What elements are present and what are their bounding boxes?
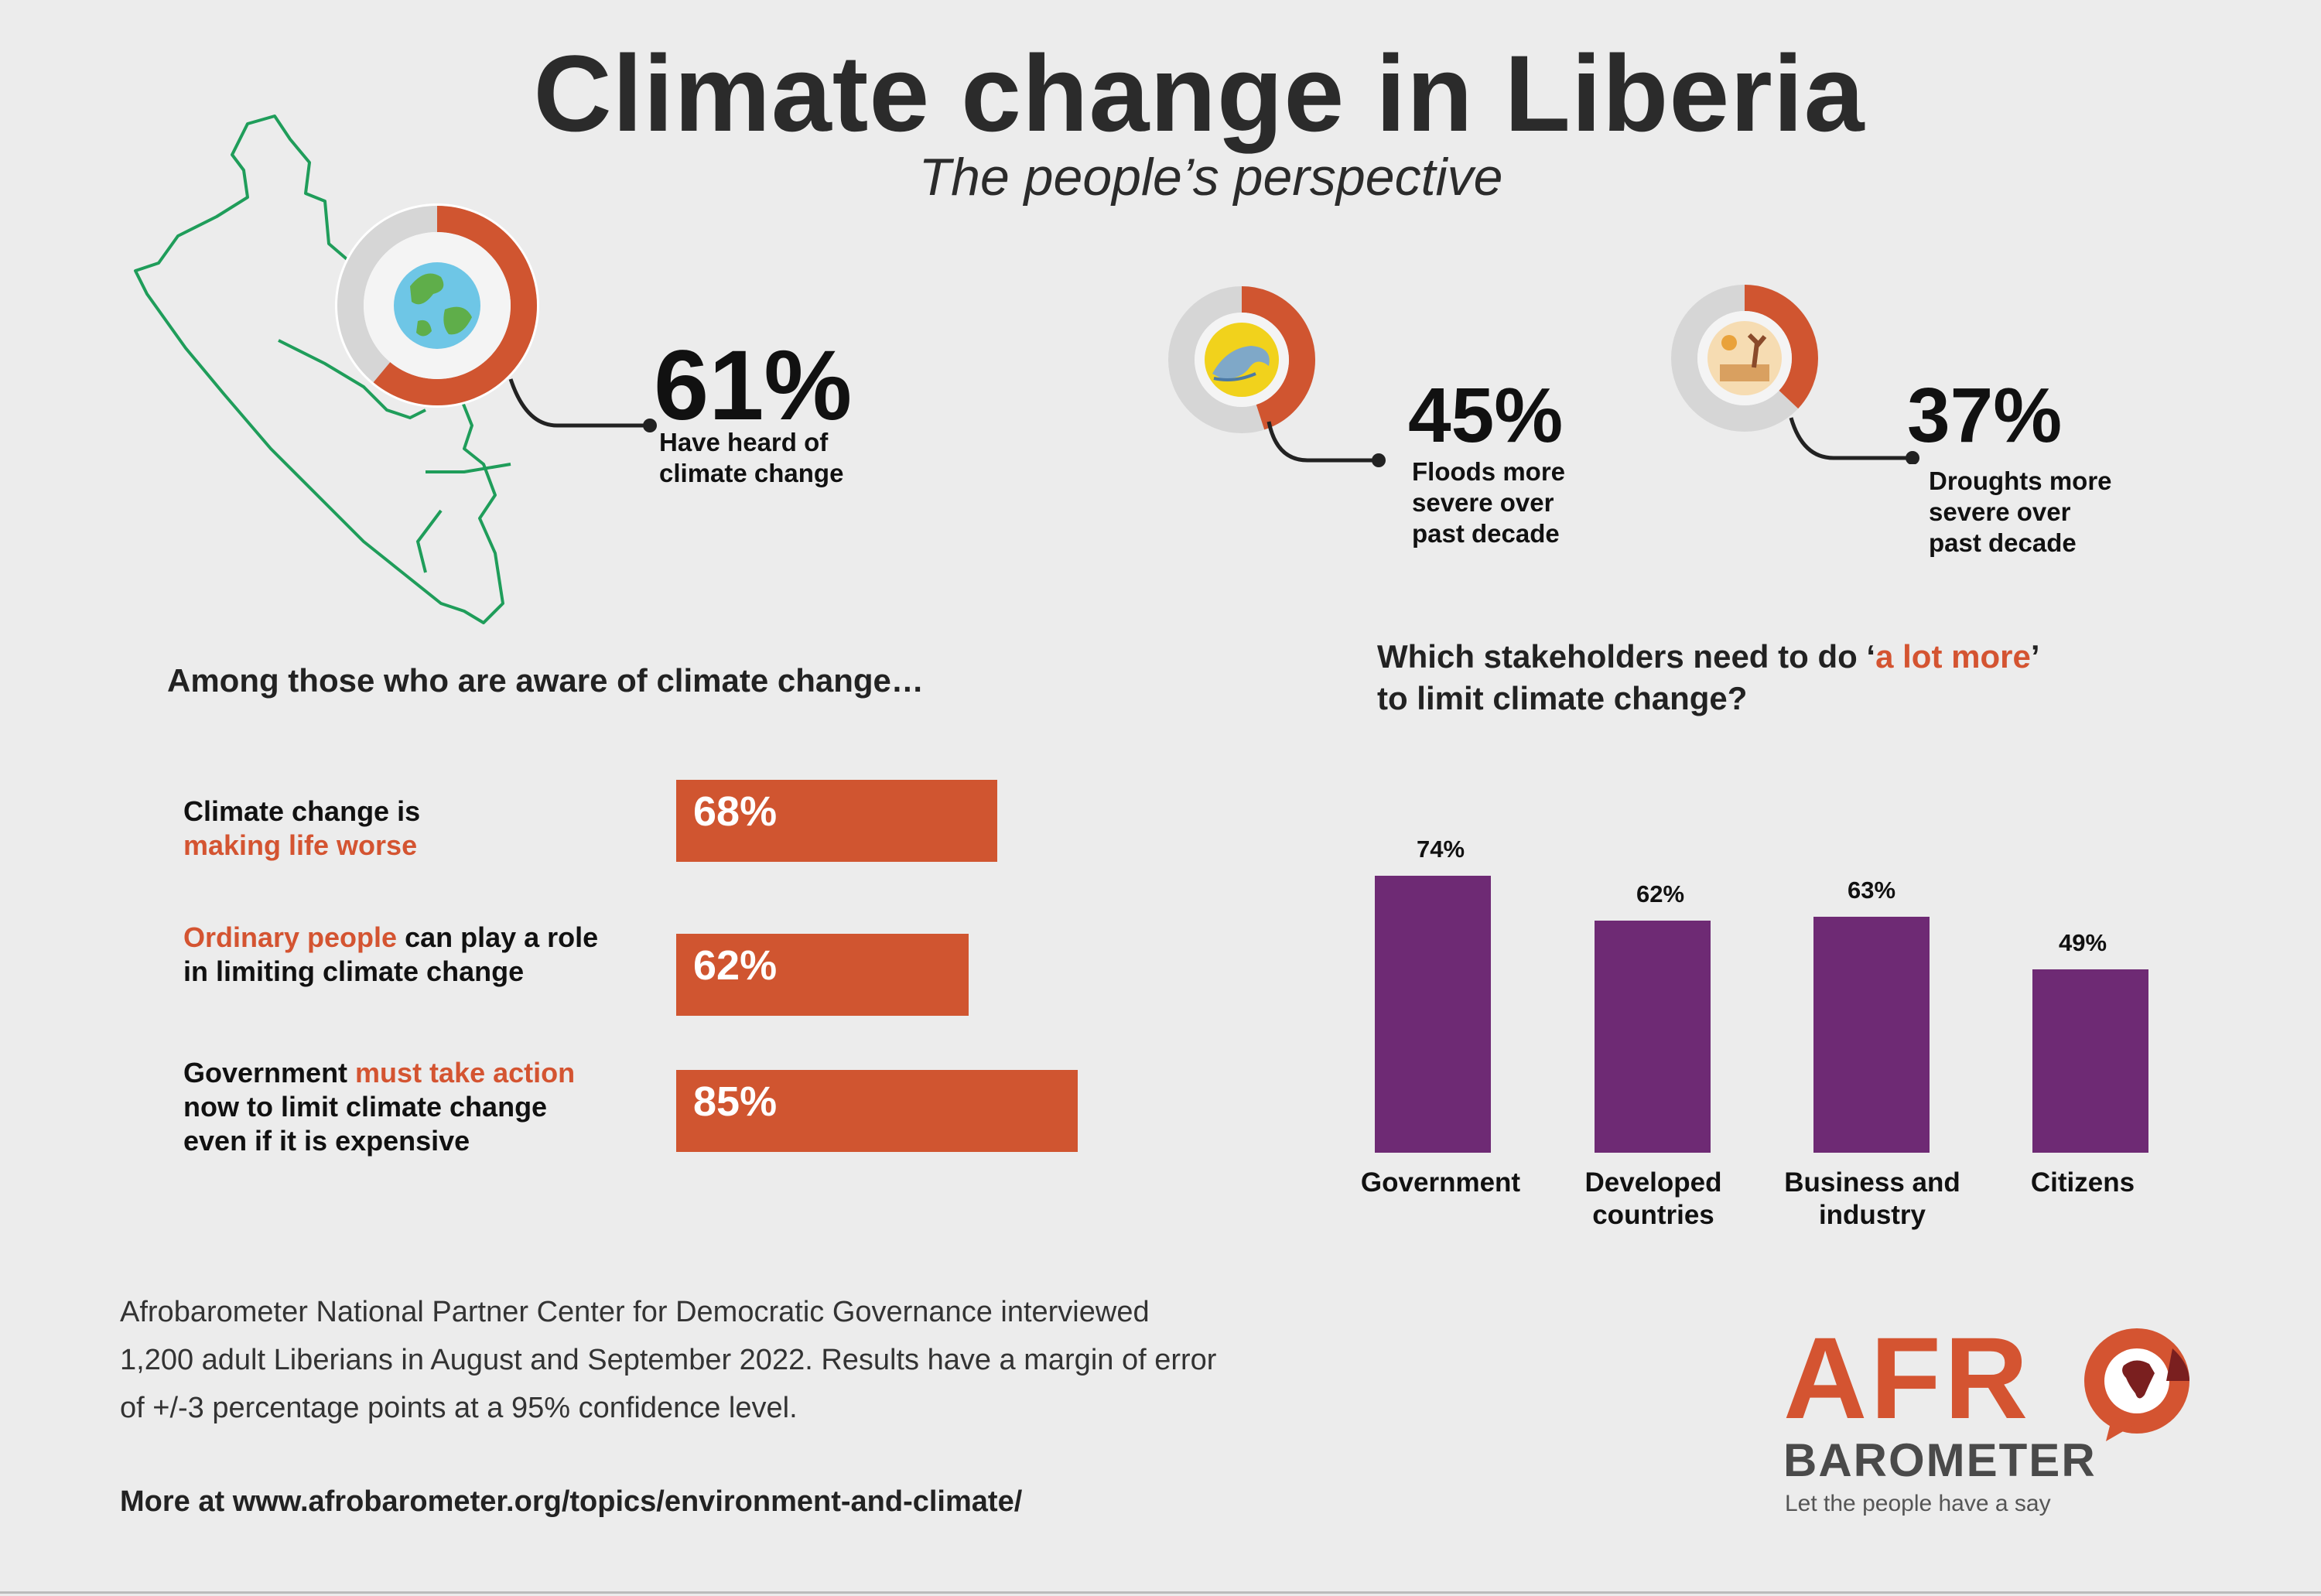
drought-icon [1707, 321, 1782, 395]
aware-bar-value: 85% [693, 1078, 778, 1125]
droughts-caption: Droughts more severe over past decade [1929, 466, 2112, 557]
aware-label-2: Ordinary people can play a role in limit… [183, 921, 599, 987]
africa-speech-bubble-icon [2084, 1328, 2189, 1441]
bottom-divider [0, 1591, 2321, 1594]
aware-bar-making-life-worse: 68% [676, 780, 997, 862]
aware-bar-ordinary-people: 62% [676, 934, 969, 1016]
stakeholder-label-developed-countries: Developed countries [1584, 1167, 1722, 1230]
stakeholder-value-developed-countries: 62% [1636, 880, 1685, 907]
stakeholder-bar-government [1375, 875, 1491, 1153]
wave-icon [1205, 323, 1279, 397]
stakeholder-label-citizens: Citizens [2030, 1167, 2135, 1198]
aware-bar-value: 68% [693, 788, 778, 835]
logo-word-afro: AFR [1783, 1313, 2032, 1443]
aware-label-1: Climate change is making life worse [183, 795, 421, 861]
globe-icon [394, 262, 480, 349]
page-title: Climate change in Liberia [533, 32, 1865, 154]
droughts-donut [1671, 285, 1818, 432]
stakeholder-value-government: 74% [1416, 835, 1465, 863]
stakeholder-label-business-industry: Business and industry [1784, 1167, 1960, 1230]
droughts-connector [1789, 417, 1919, 464]
stakeholder-bar-citizens [2032, 969, 2148, 1153]
aware-bar-value: 62% [693, 942, 778, 989]
floods-donut [1168, 286, 1315, 433]
aware-heading: Among those who are aware of climate cha… [167, 662, 924, 699]
stakeholder-value-citizens: 49% [2058, 928, 2107, 956]
more-info-link[interactable]: More at www.afrobarometer.org/topics/env… [120, 1485, 1023, 1518]
logo-tagline: Let the people have a say [1785, 1491, 2051, 1516]
floods-percent: 45% [1408, 372, 1564, 459]
page-subtitle: The people’s perspective [918, 148, 1503, 207]
droughts-percent: 37% [1907, 372, 2063, 459]
heard-caption: Have heard of climate change [659, 428, 844, 487]
floods-caption: Floods more severe over past decade [1412, 457, 1566, 548]
stakeholder-bar-developed-countries [1595, 920, 1711, 1153]
stakeholders-heading: Which stakeholders need to do ‘a lot mor… [1377, 638, 2040, 716]
heard-connector [508, 378, 657, 432]
stakeholder-bar-business-industry [1813, 917, 1930, 1153]
aware-label-3: Government must take action now to limit… [183, 1057, 576, 1157]
floods-connector [1266, 421, 1386, 467]
liberia-map [134, 114, 511, 624]
stakeholder-value-business-industry: 63% [1847, 877, 1896, 904]
heard-donut [335, 203, 539, 408]
afrobarometer-logo: AFR BAROMETER Let the people have a say [1783, 1313, 2201, 1528]
stakeholder-label-government: Government [1360, 1167, 1521, 1198]
aware-bar-government-action: 85% [676, 1070, 1078, 1152]
methodology-note: Afrobarometer National Partner Center fo… [120, 1296, 1217, 1424]
logo-word-barometer: BAROMETER [1783, 1434, 2097, 1486]
heard-percent: 61% [654, 330, 853, 441]
